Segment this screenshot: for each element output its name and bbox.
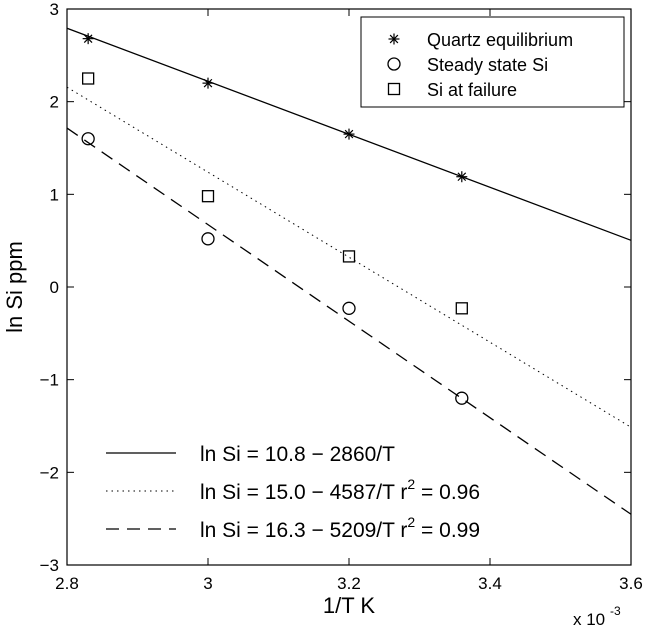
x-tick-label: 3.6 bbox=[619, 574, 643, 593]
data-point-square bbox=[342, 250, 356, 263]
x-tick-label: 3.2 bbox=[337, 574, 361, 593]
x-tick-label: 2.8 bbox=[55, 574, 79, 593]
markers bbox=[81, 33, 469, 405]
y-tick-label: −2 bbox=[40, 463, 59, 482]
legend-equation-tail: = 0.99 bbox=[415, 519, 480, 542]
data-point-circle bbox=[201, 232, 215, 246]
data-point-asterisk bbox=[202, 77, 214, 89]
legend-equation: ln Si = 15.0 − 4587/T r2 = 0.96 bbox=[200, 476, 480, 504]
y-tick-label: 0 bbox=[50, 278, 59, 297]
y-axis-label: ln Si ppm bbox=[2, 241, 27, 333]
data-point-asterisk bbox=[456, 171, 468, 183]
data-point-square bbox=[455, 302, 468, 315]
legend-equation: ln Si = 16.3 − 5209/T r2 = 0.99 bbox=[200, 514, 480, 542]
x-axis-ticks: 2.8 3 3.2 3.4 3.6 bbox=[55, 9, 643, 593]
fit-line-dashed bbox=[66, 127, 632, 515]
legend-equation-sup: 2 bbox=[407, 476, 415, 492]
legend-marker-square bbox=[387, 82, 401, 96]
y-tick-label: 3 bbox=[50, 0, 59, 19]
legend-marker-circle bbox=[387, 57, 401, 71]
legend-equation-text: ln Si = 16.3 − 5209/T r bbox=[200, 519, 407, 542]
legend-bottom: ln Si = 10.8 − 2860/T ln Si = 15.0 − 4587… bbox=[106, 443, 480, 542]
x-axis-label: 1/T K bbox=[323, 593, 376, 618]
y-axis-ticks: −3 −2 −1 0 1 2 3 bbox=[40, 0, 631, 575]
legend-label: Steady state Si bbox=[427, 55, 548, 75]
x-multiplier-exponent: -3 bbox=[610, 604, 621, 618]
y-tick-label: −1 bbox=[40, 371, 59, 390]
x-multiplier-label: x 10 bbox=[573, 610, 605, 629]
legend-equation: ln Si = 10.8 − 2860/T bbox=[200, 443, 395, 466]
x-tick-label: 3 bbox=[203, 574, 212, 593]
data-point-circle bbox=[342, 301, 356, 315]
y-tick-label: 2 bbox=[50, 93, 59, 112]
y-tick-label: −3 bbox=[40, 556, 59, 575]
data-point-asterisk bbox=[82, 33, 94, 45]
data-point-asterisk bbox=[343, 128, 355, 140]
legend-equation-text: ln Si = 15.0 − 4587/T r bbox=[200, 481, 407, 504]
x-tick-label: 3.4 bbox=[478, 574, 502, 593]
legend-label: Si at failure bbox=[427, 80, 517, 100]
data-point-square bbox=[201, 190, 215, 203]
data-point-circle bbox=[81, 132, 95, 146]
data-point-circle bbox=[455, 391, 469, 405]
legend-equation-text: ln Si = 10.8 − 2860/T bbox=[200, 443, 395, 466]
legend-top: Quartz equilibrium Steady state Si Si at f… bbox=[360, 16, 625, 108]
data-point-square bbox=[82, 72, 95, 85]
legend-equation-sup: 2 bbox=[407, 514, 415, 530]
legend-top-box bbox=[360, 16, 625, 108]
legend-marker-asterisk bbox=[388, 33, 400, 45]
legend-label: Quartz equilibrium bbox=[427, 30, 573, 50]
y-tick-label: 1 bbox=[50, 185, 59, 204]
legend-equation-tail: = 0.96 bbox=[415, 481, 480, 504]
